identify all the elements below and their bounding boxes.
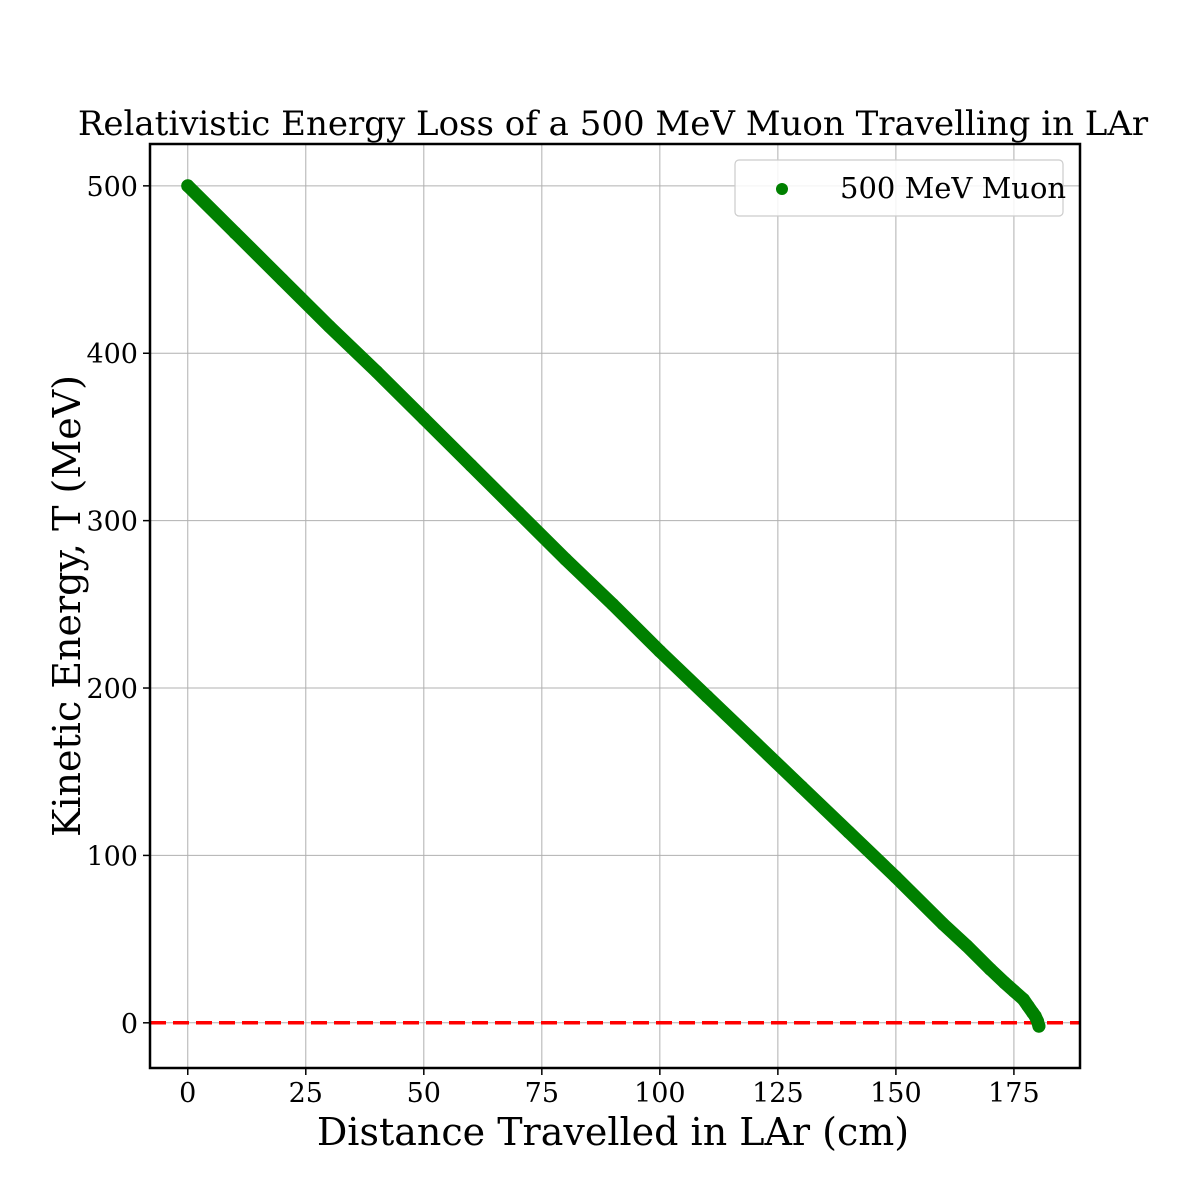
- data-point: [511, 505, 525, 519]
- x-tick-label: 150: [870, 1078, 922, 1109]
- legend-label: 500 MeV Muon: [840, 171, 1066, 205]
- y-tick-label: 300: [86, 507, 138, 538]
- data-point: [322, 319, 336, 333]
- y-tick-label: 500: [86, 172, 138, 203]
- y-tick-label: 400: [86, 339, 138, 370]
- data-point: [228, 226, 242, 240]
- data-point: [794, 780, 808, 794]
- data-point: [983, 962, 997, 976]
- data-point: [606, 597, 620, 611]
- x-tick-label: 125: [752, 1078, 804, 1109]
- data-point: [370, 365, 384, 379]
- data-point: [558, 552, 572, 566]
- data-point: [997, 976, 1011, 990]
- legend-box: [734, 159, 1064, 217]
- legend: 500 MeV Muon: [734, 159, 1066, 217]
- data-point: [464, 458, 478, 472]
- x-tick-label: 75: [525, 1078, 559, 1109]
- y-tick-label: 0: [121, 1009, 138, 1040]
- data-point: [1007, 984, 1021, 998]
- y-axis-label: Kinetic Energy, T (MeV): [45, 375, 89, 837]
- data-point: [1032, 1019, 1046, 1033]
- data-point: [417, 412, 431, 426]
- data-point: [936, 917, 950, 931]
- y-tick-label: 200: [86, 674, 138, 705]
- x-axis-label: Distance Travelled in LAr (cm): [317, 1110, 909, 1154]
- y-tick-label: 100: [86, 841, 138, 872]
- chart-title: Relativistic Energy Loss of a 500 MeV Mu…: [78, 104, 1149, 144]
- data-point: [889, 870, 903, 884]
- x-tick-label: 175: [988, 1078, 1040, 1109]
- x-tick-label: 50: [407, 1078, 441, 1109]
- data-point: [842, 825, 856, 839]
- x-tick-label: 0: [179, 1078, 196, 1109]
- x-tick-label: 100: [634, 1078, 686, 1109]
- data-point: [275, 273, 289, 287]
- plot-frame: [148, 142, 1082, 1070]
- legend-marker: [776, 183, 788, 195]
- data-point: [181, 179, 195, 193]
- axis-ticks: 0 25 50 75 100 125 150 175 0 100 200 300 400 500: [86, 172, 1039, 1109]
- x-tick-label: 25: [289, 1078, 323, 1109]
- data-series: [181, 179, 1046, 1033]
- grid: [150, 144, 1080, 1068]
- data-point: [960, 939, 974, 953]
- data-point: [700, 689, 714, 703]
- data-point: [747, 735, 761, 749]
- data-point: [653, 644, 667, 658]
